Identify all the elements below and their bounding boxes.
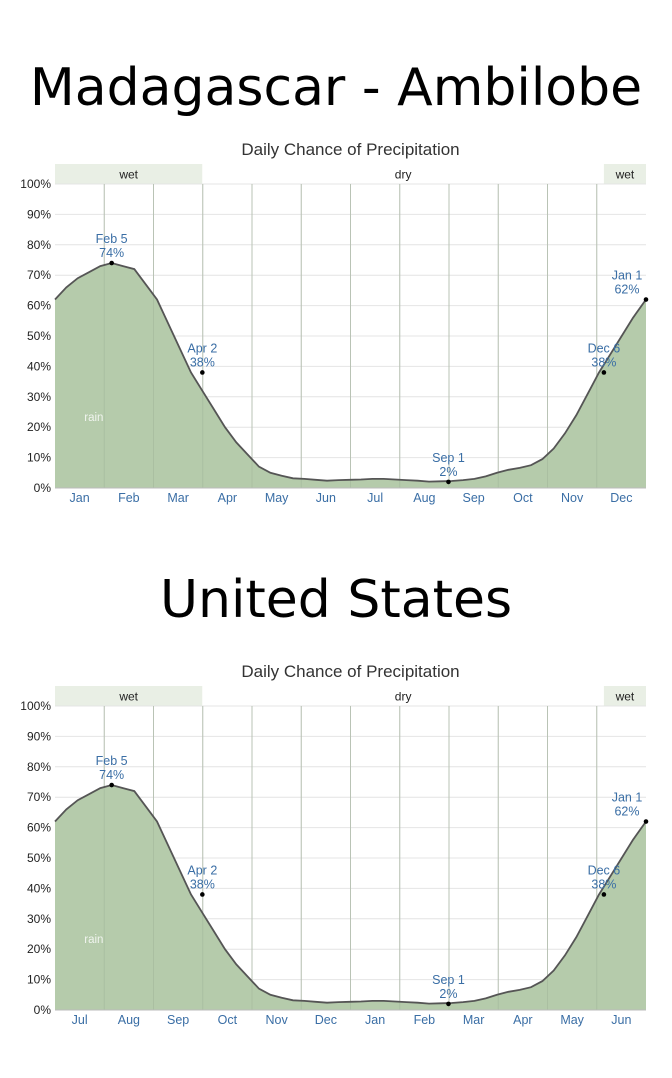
c2-x-tick-label: Jun	[611, 1013, 631, 1027]
c2-annotation-point	[601, 892, 607, 897]
c1-x-tick-label: Oct	[513, 491, 533, 505]
precipitation-chart-2: Daily Chance of Precipitation wet dry wet 0%…	[20, 662, 649, 1027]
c2-y-tick-label: 100%	[20, 699, 51, 713]
c1-season-label-dry-1: dry	[395, 168, 412, 182]
c1-annotation-value: 38%	[591, 355, 616, 369]
c2-x-tick-label: Oct	[218, 1013, 238, 1027]
c1-season-label-wet-2: wet	[615, 168, 635, 182]
c1-annotation-point	[601, 370, 607, 375]
c2-y-tick-label: 80%	[27, 760, 51, 774]
c2-annotation-point	[109, 782, 114, 788]
c1-annotation-value: 2%	[439, 465, 457, 479]
precipitation-chart-1: Daily Chance of Precipitation wet dry wet 0%…	[20, 140, 649, 505]
c2-y-tick-label: 50%	[27, 851, 51, 865]
c2-x-tick-label: Jan	[365, 1013, 385, 1027]
c2-x-tick-label: Sep	[167, 1013, 189, 1027]
c1-annotation-date: Dec 6	[588, 341, 621, 355]
c2-x-tick-label: Aug	[118, 1013, 140, 1027]
c1-y-tick-label: 90%	[27, 207, 51, 221]
c1-season-band-wet-0	[55, 164, 203, 184]
c2-annotation-date: Jan 1	[612, 791, 643, 805]
c2-y-tick-label: 30%	[27, 912, 51, 926]
c1-y-tick-label: 60%	[27, 299, 51, 313]
c1-season-band-wet-2	[603, 164, 646, 184]
c1-x-tick-label: May	[265, 491, 289, 505]
c2-season-label-wet-0: wet	[118, 690, 138, 704]
c2-season-label-dry-1: dry	[395, 690, 412, 704]
page-title-madagascar: Madagascar - Ambilobe	[29, 58, 643, 118]
c2-rain-line	[54, 784, 647, 1005]
c1-y-tick-label: 70%	[27, 268, 51, 282]
c1-x-tick-label: Jul	[367, 491, 383, 505]
c1-annotation-value: 74%	[99, 246, 124, 260]
c1-x-tick-label: Dec	[610, 491, 632, 505]
c1-x-tick-label: Nov	[561, 491, 584, 505]
c2-y-tick-label: 20%	[27, 942, 51, 956]
c1-annotation-point	[200, 370, 205, 375]
c2-annotation-value: 38%	[190, 877, 215, 891]
c2-chart-title: Daily Chance of Precipitation	[241, 662, 459, 681]
c2-annotation-date: Sep 1	[432, 973, 465, 987]
c1-y-tick-label: 20%	[27, 420, 51, 434]
c2-annotation-date: Apr 2	[187, 863, 217, 877]
c1-x-tick-label: Jan	[70, 491, 90, 505]
c2-y-tick-label: 10%	[27, 973, 51, 987]
c2-annotation-point	[200, 892, 205, 897]
c1-y-tick-label: 80%	[27, 238, 51, 252]
c2-season-label-wet-2: wet	[615, 690, 635, 704]
page-title-united-states: United States	[159, 570, 513, 630]
c1-season-label-wet-0: wet	[118, 168, 138, 182]
c2-season-band-dry-1	[202, 686, 604, 706]
c2-annotation-value: 2%	[439, 987, 457, 1001]
c2-y-tick-label: 60%	[27, 821, 51, 835]
c1-annotation-date: Feb 5	[96, 232, 128, 246]
c2-annotation-point	[446, 1001, 451, 1007]
c1-x-tick-label: Sep	[463, 491, 485, 505]
c2-season-band-wet-0	[55, 686, 203, 706]
c1-annotation-date: Apr 2	[187, 341, 217, 355]
c2-y-tick-label: 70%	[27, 790, 51, 804]
c1-x-tick-label: Feb	[118, 491, 140, 505]
c1-x-tick-label: Jun	[316, 491, 336, 505]
c2-annotation-point	[643, 819, 649, 824]
c1-y-tick-label: 0%	[34, 481, 52, 495]
c2-x-tick-label: May	[560, 1013, 584, 1027]
c1-y-tick-label: 30%	[27, 390, 51, 404]
c2-y-tick-label: 90%	[27, 729, 51, 743]
c2-x-tick-label: Nov	[266, 1013, 289, 1027]
c1-annotation-point	[643, 297, 649, 302]
c2-annotation-date: Feb 5	[96, 754, 128, 768]
c1-y-tick-label: 100%	[20, 177, 51, 191]
c2-x-tick-label: Mar	[463, 1013, 485, 1027]
c2-x-tick-label: Dec	[315, 1013, 337, 1027]
c2-annotation-date: Dec 6	[588, 863, 621, 877]
c2-x-tick-label: Feb	[414, 1013, 436, 1027]
c2-y-tick-label: 40%	[27, 881, 51, 895]
c1-x-tick-label: Apr	[218, 491, 237, 505]
c1-rain-line	[54, 262, 647, 483]
c2-x-tick-label: Apr	[513, 1013, 532, 1027]
c2-x-tick-label: Jul	[72, 1013, 88, 1027]
c2-annotation-value: 38%	[591, 877, 616, 891]
c1-y-tick-label: 40%	[27, 359, 51, 373]
c2-season-band-wet-2	[603, 686, 646, 706]
c2-annotation-value: 62%	[614, 805, 639, 819]
c1-x-tick-label: Aug	[413, 491, 435, 505]
c2-y-tick-label: 0%	[34, 1003, 52, 1017]
c1-annotation-point	[446, 479, 451, 485]
c1-y-tick-label: 10%	[27, 451, 51, 465]
c2-annotation-value: 74%	[99, 768, 124, 782]
c1-annotation-value: 62%	[614, 283, 639, 297]
c1-season-band-dry-1	[202, 164, 604, 184]
c1-annotation-point	[109, 260, 114, 266]
c1-annotation-date: Jan 1	[612, 269, 643, 283]
c1-series-label-rain: rain	[84, 412, 103, 424]
c1-y-tick-label: 50%	[27, 329, 51, 343]
c1-annotation-date: Sep 1	[432, 451, 465, 465]
c1-annotation-value: 38%	[190, 355, 215, 369]
c2-series-label-rain: rain	[84, 934, 103, 946]
c1-chart-title: Daily Chance of Precipitation	[241, 140, 459, 159]
c1-x-tick-label: Mar	[167, 491, 189, 505]
